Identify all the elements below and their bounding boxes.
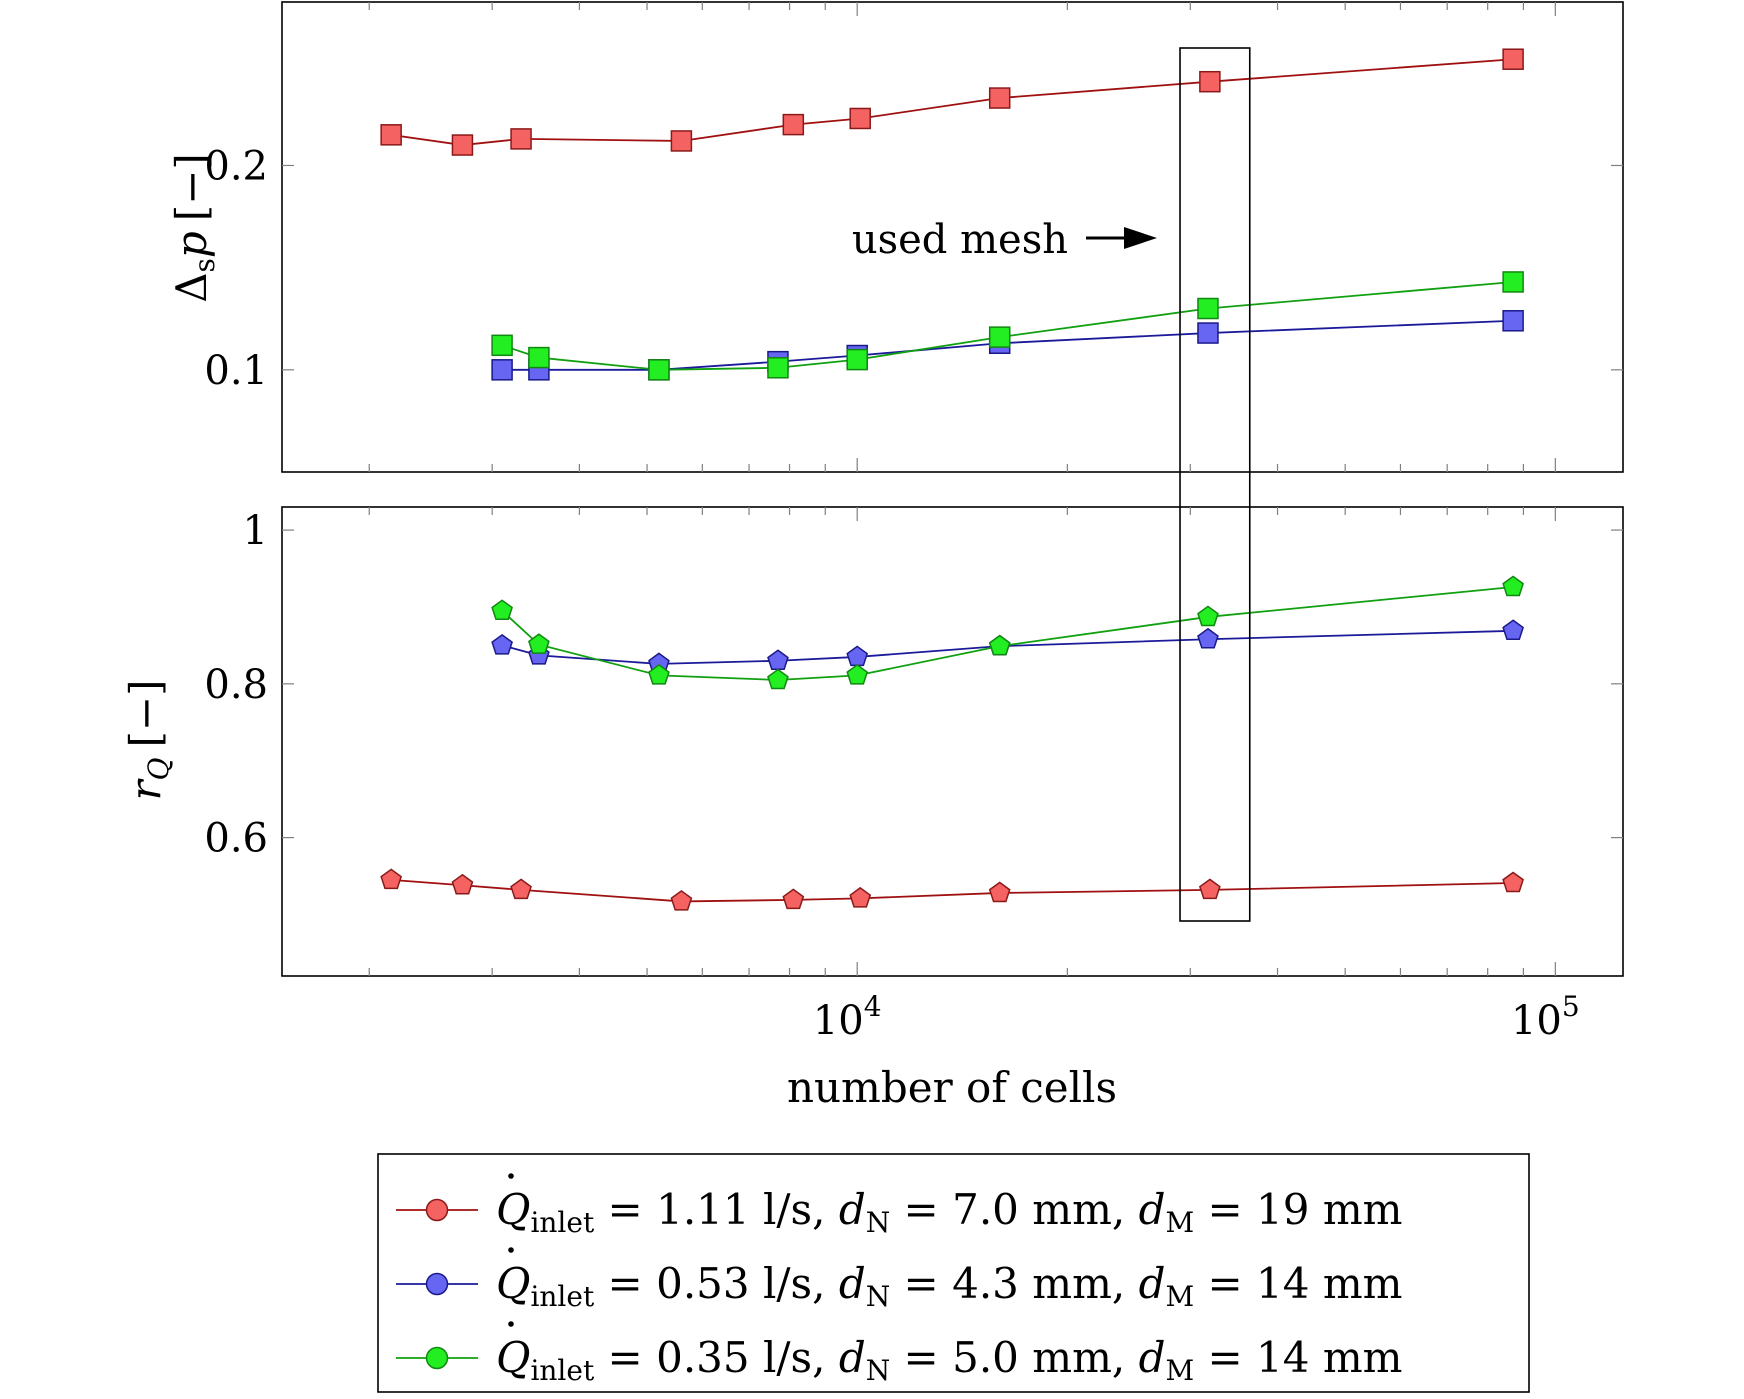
legend-entries: Qinlet = 1.11 l/s, dN = 7.0 mm, dM = 19 … [396, 1173, 1403, 1387]
bottom-y-axis-label: rQ[−] [121, 679, 175, 800]
data-point-green [648, 359, 670, 381]
series-line-green [501, 586, 1514, 681]
data-point-green [846, 663, 869, 685]
data-point-red [988, 87, 1011, 109]
data-point-green [1197, 605, 1219, 627]
data-point-blue [1197, 322, 1219, 344]
used-mesh-arrow-head [1124, 227, 1157, 249]
y-tick-label: 1 [243, 508, 268, 554]
x-axis-label: number of cells [787, 1063, 1117, 1112]
bottom-ticks: 0.6 0.8 1 104 105 [204, 507, 1623, 1044]
legend-marker-blue [425, 1272, 449, 1296]
data-point-green [1502, 575, 1524, 597]
data-point-red [380, 868, 403, 890]
legend-q-dot [508, 1321, 514, 1327]
data-point-red [1502, 871, 1524, 893]
legend-q-dot [508, 1247, 514, 1253]
data-point-blue [1502, 310, 1524, 332]
data-point-blue [767, 649, 789, 671]
data-point-red [670, 889, 693, 911]
data-point-red [510, 878, 532, 900]
top-panel: 0.1 0.2 Δsp[−] [167, 1, 1624, 473]
top-y-axis-label: Δsp[−] [167, 153, 221, 303]
series-line-blue [502, 319, 1514, 371]
data-point-green [988, 634, 1011, 656]
data-point-green [1502, 271, 1524, 293]
legend-label-blue: Qinlet = 0.53 l/s, dN = 4.3 mm, dM = 14 … [496, 1259, 1403, 1313]
y-tick-label: 0.1 [204, 348, 268, 394]
data-point-red [988, 881, 1011, 903]
y-tick-label: 0.6 [204, 816, 268, 862]
data-point-green [846, 348, 868, 371]
legend-box [377, 1153, 1530, 1393]
data-point-red [670, 130, 693, 152]
data-point-blue [846, 645, 869, 667]
data-point-green [1197, 297, 1219, 320]
data-point-red [1198, 878, 1221, 900]
data-point-green [528, 633, 550, 654]
y-tick-label: 0.2 [204, 143, 268, 189]
used-mesh-label: used mesh [852, 217, 1068, 263]
data-point-green [767, 668, 789, 690]
legend-q-dot [508, 1173, 514, 1179]
legend-marker-green [425, 1346, 449, 1370]
series-line-blue [501, 629, 1514, 665]
data-point-red [380, 124, 402, 146]
legend: Qinlet = 1.11 l/s, dN = 7.0 mm, dM = 19 … [377, 1153, 1530, 1393]
bottom-series [380, 575, 1524, 911]
data-point-red [849, 886, 872, 908]
data-point-blue [491, 633, 513, 655]
data-point-red [510, 128, 532, 150]
data-point-green [648, 663, 670, 685]
top-ticks: 0.1 0.2 [204, 2, 1623, 472]
series-line-red [391, 58, 1514, 146]
data-point-green [988, 326, 1011, 348]
data-point-red [782, 113, 805, 136]
data-point-red [451, 134, 474, 156]
data-point-red [1502, 48, 1524, 70]
data-point-green [528, 346, 550, 369]
data-point-red [849, 107, 871, 130]
used-mesh-box [1179, 47, 1251, 922]
top-series [380, 48, 1524, 381]
data-point-blue [491, 359, 513, 381]
legend-marker-red [425, 1198, 449, 1222]
data-point-red [451, 873, 474, 895]
data-point-red [782, 888, 805, 910]
x-tick-label: 105 [1511, 990, 1580, 1044]
legend-label-red: Qinlet = 1.11 l/s, dN = 7.0 mm, dM = 19 … [496, 1185, 1403, 1239]
top-plot-frame [281, 1, 1624, 473]
data-point-green [491, 599, 513, 621]
used-mesh-highlight: used mesh [852, 47, 1251, 922]
data-point-blue [1197, 627, 1219, 649]
data-point-blue [1502, 619, 1524, 641]
data-point-red [1199, 70, 1221, 93]
data-point-green [767, 357, 789, 379]
x-tick-label: 104 [813, 990, 882, 1044]
bottom-plot-frame [281, 506, 1624, 977]
series-line-red [391, 878, 1514, 903]
bottom-panel: 0.6 0.8 1 104 105 rQ[−] number of cells [121, 506, 1624, 1112]
y-tick-label: 0.8 [204, 662, 268, 708]
legend-label-green: Qinlet = 0.35 l/s, dN = 5.0 mm, dM = 14 … [496, 1333, 1403, 1387]
series-line-green [501, 281, 1514, 371]
data-point-green [491, 334, 513, 357]
